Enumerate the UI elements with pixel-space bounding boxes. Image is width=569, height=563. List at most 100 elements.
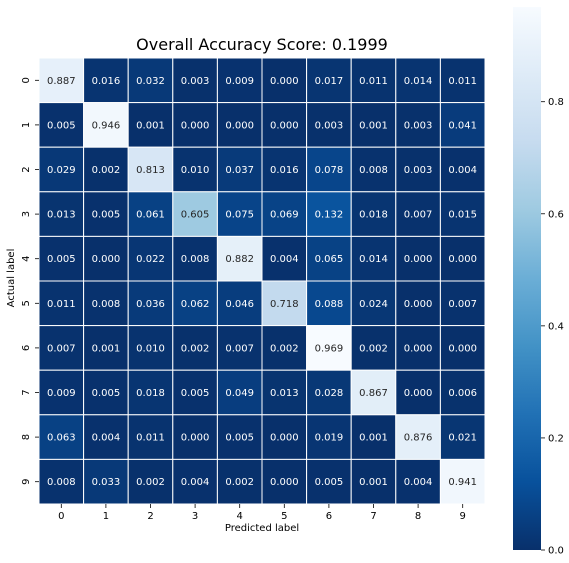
- cell-value-label: 0.033: [92, 477, 121, 488]
- cell-value-label: 0.000: [270, 477, 299, 488]
- heatmap-cell-0-9: [439, 57, 486, 104]
- cell-value-label: 0.000: [225, 120, 254, 131]
- heatmap-cell-2-7: [350, 146, 397, 193]
- heatmap-cell-2-1: [83, 146, 129, 193]
- cell-value-label: 0.021: [448, 433, 477, 444]
- cell-value-label: 0.004: [181, 477, 210, 488]
- cell-value-label: 0.017: [315, 76, 344, 87]
- heatmap-cell-2-6: [306, 146, 352, 193]
- cell-value-label: 0.001: [136, 120, 165, 131]
- cell-value-label: 0.605: [181, 210, 210, 221]
- cell-value-label: 0.009: [225, 76, 254, 87]
- cell-value-label: 0.014: [359, 254, 388, 265]
- cell-value-label: 0.008: [181, 254, 210, 265]
- cell-value-label: 0.016: [92, 76, 121, 87]
- heatmap-cell-6-0: [38, 325, 85, 371]
- colorbar-tick-label: 0.8: [548, 97, 564, 108]
- heatmap-cell-9-6: [306, 458, 352, 505]
- cell-value-label: 0.002: [92, 165, 121, 176]
- heatmap-cell-8-7: [350, 414, 397, 460]
- heatmap-cell-3-9: [439, 191, 486, 237]
- colorbar-tick-label: 0.0: [548, 546, 564, 557]
- cell-value-label: 0.000: [270, 433, 299, 444]
- heatmap-cell-4-1: [83, 235, 129, 282]
- heatmap-cell-7-9: [439, 369, 486, 416]
- cell-value-label: 0.005: [92, 388, 121, 399]
- cell-value-label: 0.946: [92, 120, 121, 131]
- cell-value-label: 0.000: [270, 120, 299, 131]
- heatmap-cell-6-8: [395, 325, 441, 371]
- cell-value-label: 0.029: [47, 165, 76, 176]
- cell-value-label: 0.049: [225, 388, 254, 399]
- cell-value-label: 0.010: [136, 343, 165, 354]
- heatmap-cell-8-2: [127, 414, 174, 460]
- cell-value-label: 0.005: [225, 433, 254, 444]
- colorbar-tick-label: 0.6: [548, 209, 564, 220]
- cell-value-label: 0.718: [270, 299, 299, 310]
- heatmap-cell-6-7: [350, 325, 397, 371]
- cell-value-label: 0.007: [404, 210, 433, 221]
- heatmap-cell-2-9: [439, 146, 486, 193]
- cell-value-label: 0.065: [315, 254, 344, 265]
- chart-title: Overall Accuracy Score: 0.1999: [136, 35, 388, 54]
- heatmap-cell-3-5: [261, 191, 308, 237]
- y-tick-label: 2: [21, 166, 32, 172]
- heatmap-cell-5-2: [127, 280, 174, 327]
- cell-value-label: 0.005: [181, 388, 210, 399]
- cell-value-label: 0.132: [315, 210, 344, 221]
- heatmap-cell-4-9: [439, 235, 486, 282]
- cell-value-label: 0.007: [225, 343, 254, 354]
- heatmap-cell-9-5: [261, 458, 308, 505]
- heatmap-cell-5-4: [216, 280, 263, 327]
- cell-value-label: 0.005: [92, 210, 121, 221]
- colorbar-tick-label: 0.2: [548, 433, 564, 444]
- cell-value-label: 0.006: [448, 388, 477, 399]
- heatmap-cell-4-7: [350, 235, 397, 282]
- heatmap-cell-0-7: [350, 57, 397, 104]
- heatmap-cell-9-0: [38, 458, 85, 505]
- cell-value-label: 0.041: [448, 120, 477, 131]
- cell-value-label: 0.969: [315, 343, 344, 354]
- cell-value-label: 0.004: [448, 165, 477, 176]
- cell-value-label: 0.003: [404, 120, 433, 131]
- cell-value-label: 0.000: [181, 120, 210, 131]
- heatmap-cell-1-6: [306, 102, 352, 148]
- heatmap-cell-5-3: [172, 280, 218, 327]
- heatmap-cell-7-4: [216, 369, 263, 416]
- cell-value-label: 0.002: [225, 477, 254, 488]
- y-tick-label: 8: [21, 434, 32, 440]
- heatmap-cell-2-0: [38, 146, 85, 193]
- heatmap-cell-2-2: [127, 146, 174, 193]
- heatmap-cell-7-5: [261, 369, 308, 416]
- cell-value-label: 0.024: [359, 299, 388, 310]
- heatmap-cell-4-6: [306, 235, 352, 282]
- cell-value-label: 0.007: [47, 343, 76, 354]
- cell-value-label: 0.013: [270, 388, 299, 399]
- cell-value-label: 0.018: [136, 388, 165, 399]
- y-tick-label: 4: [21, 256, 32, 262]
- cell-value-label: 0.011: [47, 299, 76, 310]
- cell-value-label: 0.867: [359, 388, 388, 399]
- cell-value-label: 0.001: [92, 343, 121, 354]
- heatmap-cell-3-0: [38, 191, 85, 237]
- cell-value-label: 0.001: [359, 120, 388, 131]
- heatmap-cell-1-9: [439, 102, 486, 148]
- heatmap-cell-5-5: [261, 280, 308, 327]
- cell-value-label: 0.000: [270, 76, 299, 87]
- heatmap-cells: 0.887 0.016 0.032 0.003 0.009 0.000 0.017 0.011…: [38, 57, 486, 505]
- cell-value-label: 0.062: [181, 299, 210, 310]
- cell-value-label: 0.011: [448, 76, 477, 87]
- heatmap-cell-8-9: [439, 414, 486, 460]
- cell-value-label: 0.037: [225, 165, 254, 176]
- cell-value-label: 0.941: [448, 477, 477, 488]
- cell-value-label: 0.876: [404, 433, 433, 444]
- x-tick-label: 5: [281, 511, 287, 522]
- cell-value-label: 0.032: [136, 76, 165, 87]
- heatmap-cell-3-8: [395, 191, 441, 237]
- heatmap-cell-7-1: [83, 369, 129, 416]
- heatmap-cell-8-3: [172, 414, 218, 460]
- cell-value-label: 0.000: [181, 433, 210, 444]
- heatmap-cell-1-7: [350, 102, 397, 148]
- heatmap-cell-5-8: [395, 280, 441, 327]
- cell-value-label: 0.036: [136, 299, 165, 310]
